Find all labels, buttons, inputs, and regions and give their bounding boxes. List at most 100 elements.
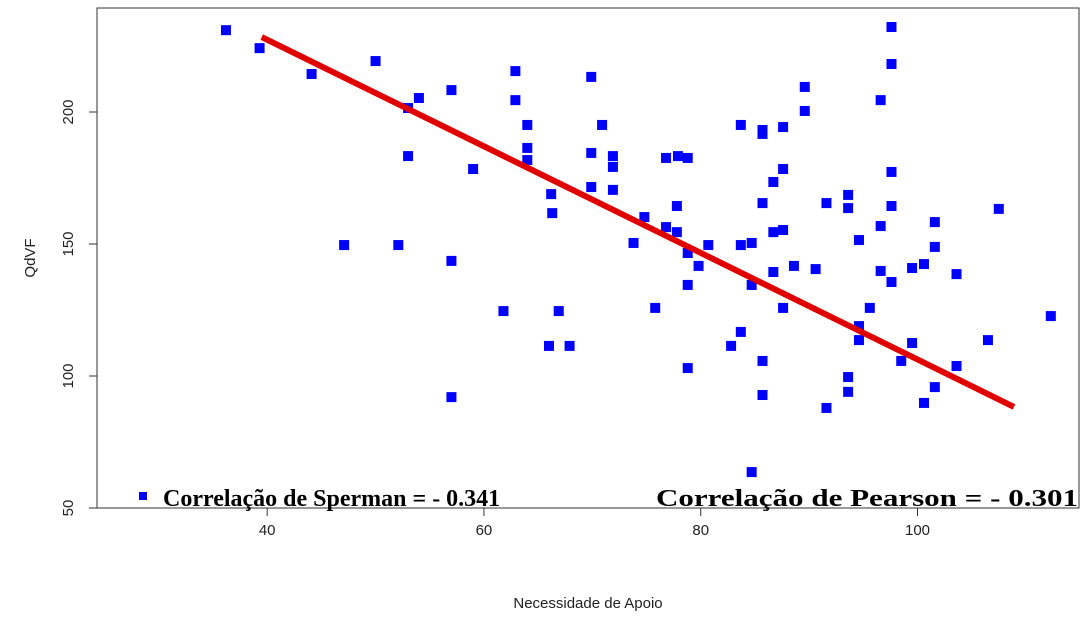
point (886, 58, 897, 69)
point (607, 151, 618, 162)
point (843, 203, 854, 214)
point (468, 164, 479, 175)
point (778, 164, 789, 175)
point (853, 235, 864, 246)
point (843, 189, 854, 200)
point (929, 217, 940, 228)
point (886, 166, 897, 177)
point (929, 382, 940, 393)
point (778, 122, 789, 133)
point (446, 85, 457, 96)
point (746, 279, 757, 290)
point (553, 306, 564, 317)
point (919, 259, 930, 270)
point (413, 93, 424, 104)
point (254, 43, 265, 54)
point (907, 338, 918, 349)
point (886, 200, 897, 211)
point (682, 247, 693, 258)
point (875, 221, 886, 232)
point (778, 225, 789, 236)
point (703, 240, 714, 251)
point (788, 260, 799, 271)
point (821, 198, 832, 209)
point (370, 56, 381, 67)
point (220, 25, 231, 36)
point (907, 263, 918, 274)
point (586, 147, 597, 158)
point (768, 176, 779, 187)
point (339, 240, 350, 251)
point (498, 306, 509, 317)
point (864, 302, 875, 313)
point (951, 360, 962, 371)
y-tick-label: 150 (60, 231, 77, 256)
fit-line (260, 34, 1016, 410)
point (929, 241, 940, 252)
point (522, 142, 533, 153)
point (650, 302, 661, 313)
point (510, 95, 521, 106)
y-axis-label: QdVF (22, 238, 39, 277)
point (1045, 311, 1056, 322)
point (746, 237, 757, 248)
point (757, 390, 768, 401)
point (403, 151, 414, 162)
point (628, 237, 639, 248)
point (886, 22, 897, 33)
point (810, 264, 821, 275)
point (543, 340, 554, 351)
point (693, 260, 704, 271)
point (682, 279, 693, 290)
point (843, 386, 854, 397)
point (522, 155, 533, 166)
point (757, 355, 768, 366)
point (735, 119, 746, 130)
x-tick-label: 100 (905, 522, 930, 539)
x-tick-label: 60 (476, 522, 493, 539)
legend-label: Correlação de Sperman = - 0.341 (163, 486, 500, 512)
point (799, 81, 810, 92)
x-axis-label: Necessidade de Apoio (513, 595, 662, 612)
point (853, 335, 864, 346)
x-tick-label: 40 (259, 522, 276, 539)
point (853, 321, 864, 332)
point (993, 203, 1004, 214)
y-tick-label: 200 (60, 99, 77, 124)
point (446, 255, 457, 266)
y-tick-label: 50 (60, 500, 77, 517)
point (671, 200, 682, 211)
point (799, 105, 810, 116)
point (778, 302, 789, 313)
legend-marker (139, 492, 147, 500)
point (586, 71, 597, 82)
point (896, 355, 907, 366)
point (607, 161, 618, 172)
point (919, 397, 930, 408)
point (768, 266, 779, 277)
point (597, 119, 608, 130)
point (671, 227, 682, 238)
point (672, 151, 683, 162)
point (746, 467, 757, 478)
point (682, 152, 693, 163)
point (607, 184, 618, 195)
annotation: Correlação de Pearson = - 0.301 (656, 486, 1078, 512)
point (757, 198, 768, 209)
point (843, 372, 854, 383)
point (875, 265, 886, 276)
point (639, 212, 650, 223)
point (982, 335, 993, 346)
point (393, 240, 404, 251)
point (546, 189, 557, 200)
plot-box (96, 7, 1080, 509)
point (735, 326, 746, 337)
point (951, 269, 962, 280)
y-tick-label: 100 (60, 363, 77, 388)
point (768, 227, 779, 238)
point (821, 402, 832, 413)
point (661, 152, 672, 163)
point (726, 340, 737, 351)
point (564, 340, 575, 351)
